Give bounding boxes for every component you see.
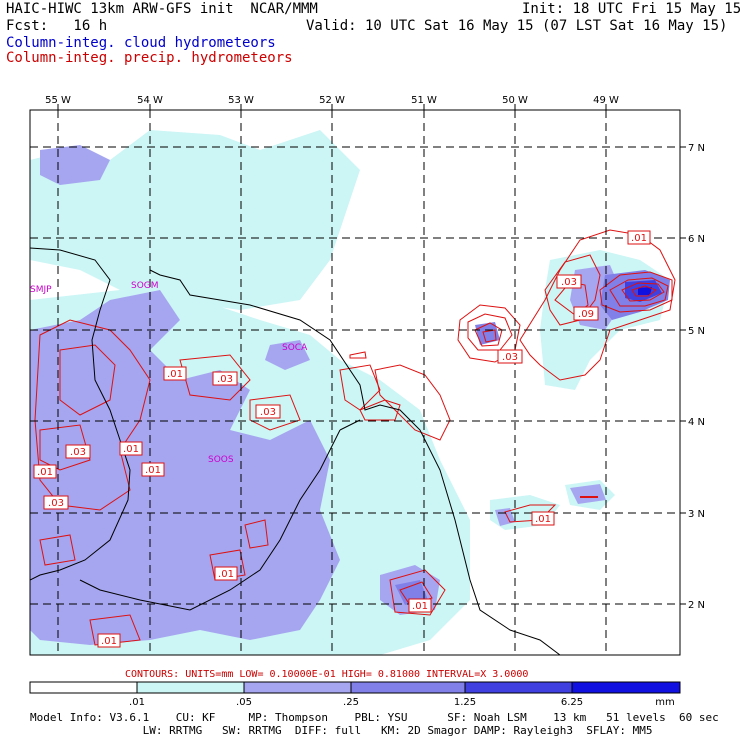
lon-label: 50 W bbox=[502, 95, 528, 106]
contour-label-box: .03 bbox=[65, 444, 91, 459]
axis-ticks bbox=[57, 104, 686, 605]
colorbar-segment bbox=[136, 681, 245, 694]
model-info-line2: LW: RRTMG SW: RRTMG DIFF: full KM: 2D Sm… bbox=[30, 724, 653, 737]
lon-label: 54 W bbox=[137, 95, 163, 106]
colorbar-tick: 6.25 bbox=[561, 697, 583, 708]
lat-labels: 7 N 6 N 5 N 4 N 3 N 2 N bbox=[688, 143, 705, 611]
colorbar-tick: 1.25 bbox=[454, 697, 476, 708]
contour-label: .01 bbox=[218, 569, 234, 580]
contour-label: .01 bbox=[37, 467, 53, 478]
cloud-hydrometeor-fill bbox=[30, 130, 670, 655]
colorbar: .01 .05 .25 1.25 6.25 mm bbox=[29, 681, 681, 708]
lon-labels: 55 W 54 W 53 W 52 W 51 W 50 W 49 W bbox=[45, 95, 619, 106]
lon-label: 55 W bbox=[45, 95, 71, 106]
contour-label: .03 bbox=[70, 447, 86, 458]
model-info-line1: Model Info: V3.6.1 CU: KF MP: Thompson P… bbox=[30, 711, 719, 724]
contour-label: .01 bbox=[101, 636, 117, 647]
contour-label: .01 bbox=[123, 444, 139, 455]
station-label: SOCA bbox=[282, 343, 308, 353]
lat-label: 6 N bbox=[688, 234, 705, 245]
contour-label-box: .03 bbox=[556, 274, 582, 289]
contour-label-box: .01 bbox=[97, 633, 121, 648]
lat-lon-grid bbox=[30, 110, 680, 655]
contour-label-box: .01 bbox=[163, 366, 187, 381]
station-label: SOOS bbox=[208, 455, 234, 465]
contour-label-box: .03 bbox=[43, 495, 69, 510]
init-time: Init: 18 UTC Fri 15 May 15 bbox=[522, 1, 740, 17]
colorbar-segment bbox=[29, 681, 138, 694]
contours-info: CONTOURS: UNITS=mm LOW= 0.10000E-01 HIGH… bbox=[125, 669, 528, 680]
colorbar-unit: mm bbox=[655, 697, 674, 708]
plot-frame bbox=[29, 109, 681, 656]
colorbar-tick: .01 bbox=[129, 697, 145, 708]
contour-label-box: .01 bbox=[141, 462, 165, 477]
lat-label: 2 N bbox=[688, 600, 705, 611]
contour-label: .01 bbox=[167, 369, 183, 380]
lat-label: 4 N bbox=[688, 417, 705, 428]
contour-label: .03 bbox=[48, 498, 64, 509]
field-precip-label: Column-integ. precip. hydrometeors bbox=[6, 50, 293, 66]
contour-label: .03 bbox=[217, 374, 233, 385]
lat-label: 5 N bbox=[688, 326, 705, 337]
lon-label: 53 W bbox=[228, 95, 254, 106]
contour-label: .01 bbox=[145, 465, 161, 476]
colorbar-segment bbox=[571, 681, 681, 694]
contour-label: .01 bbox=[412, 601, 428, 612]
colorbar-segment bbox=[464, 681, 573, 694]
station-label: SMJP bbox=[30, 285, 52, 295]
contour-label-box: .03 bbox=[255, 404, 281, 419]
lon-label: 51 W bbox=[411, 95, 437, 106]
contour-label-box: .01 bbox=[408, 598, 432, 613]
contour-label: .03 bbox=[502, 352, 518, 363]
colorbar-tick: .25 bbox=[343, 697, 359, 708]
contour-label: .03 bbox=[260, 407, 276, 418]
field-cloud-label: Column-integ. cloud hydrometeors bbox=[6, 35, 276, 51]
lon-label: 49 W bbox=[593, 95, 619, 106]
contour-label-box: .01 bbox=[627, 230, 651, 245]
colorbar-tick: .05 bbox=[236, 697, 252, 708]
contour-label: .09 bbox=[578, 309, 594, 320]
contour-label: .03 bbox=[561, 277, 577, 288]
colorbar-segment bbox=[350, 681, 466, 694]
lon-label: 52 W bbox=[319, 95, 345, 106]
contour-label-box: .01 bbox=[33, 464, 57, 479]
contour-label-box: .01 bbox=[214, 566, 238, 581]
station-labels: SMJP SOGM SOCA SOOS bbox=[30, 281, 308, 465]
contour-labels: .01 .03 .01 .03 .03 .01 .01 .03 .01 .03 … bbox=[33, 230, 651, 648]
contour-label-box: .03 bbox=[212, 371, 238, 386]
coastline-borders bbox=[30, 247, 561, 655]
contour-label-box: .03 bbox=[497, 349, 523, 364]
contour-label-box: .09 bbox=[573, 306, 599, 321]
forecast-hour: Fcst: 16 h bbox=[6, 18, 108, 34]
contour-label-box: .01 bbox=[119, 441, 143, 456]
contour-label-box: .01 bbox=[531, 511, 555, 526]
chart-title: HAIC-HIWC 13km ARW-GFS init NCAR/MMM bbox=[6, 1, 318, 17]
lat-label: 3 N bbox=[688, 509, 705, 520]
contour-label: .01 bbox=[535, 514, 551, 525]
valid-time: Valid: 10 UTC Sat 16 May 15 (07 LST Sat … bbox=[306, 18, 728, 34]
contour-label: .01 bbox=[631, 233, 647, 244]
lat-label: 7 N bbox=[688, 143, 705, 154]
station-label: SOGM bbox=[131, 281, 159, 291]
colorbar-segment bbox=[243, 681, 352, 694]
